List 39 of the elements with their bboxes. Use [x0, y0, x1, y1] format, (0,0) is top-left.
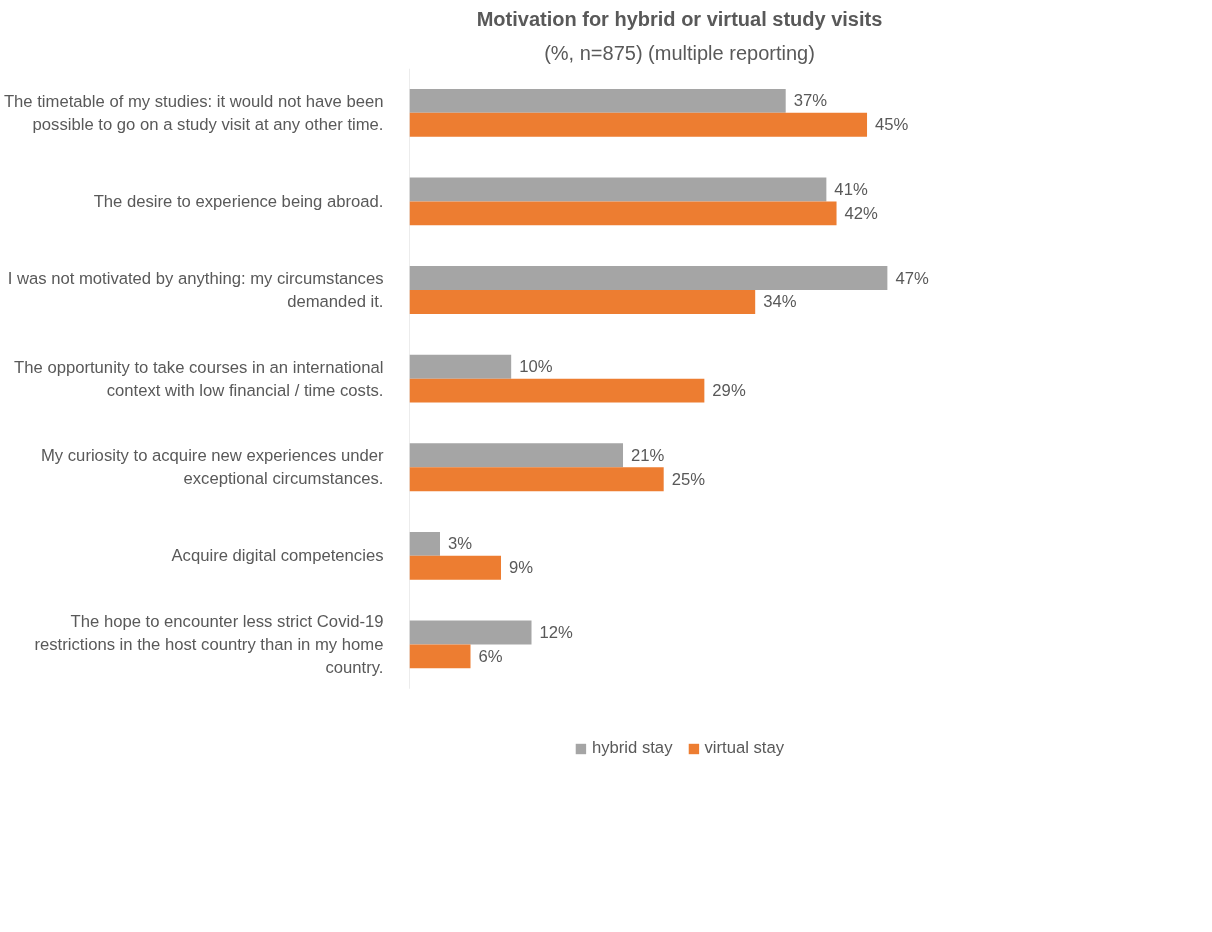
data-label: 29% [712, 381, 746, 401]
data-label: 41% [834, 179, 868, 199]
bar [409, 88, 786, 113]
legend-label: hybrid stay [591, 738, 673, 758]
bar [409, 177, 827, 202]
data-label: 37% [793, 91, 828, 111]
data-label: 9% [509, 558, 534, 578]
data-label: 25% [671, 469, 706, 489]
bar [409, 467, 664, 492]
bar [409, 620, 532, 645]
data-label: 42% [844, 203, 879, 223]
data-label: 21% [631, 445, 665, 465]
y-tick-label: My curiosity to acquire new experiences under exceptional circumstances. [40, 446, 384, 489]
bar [409, 201, 837, 226]
chart-subtitle: (%, n=875) (multiple reporting) [544, 41, 815, 64]
data-label: 47% [895, 268, 929, 288]
bar [409, 443, 624, 468]
data-label: 6% [478, 646, 503, 666]
y-tick-label: The desire to experience being abroad. [93, 191, 384, 211]
bar [409, 266, 888, 291]
data-label: 10% [519, 357, 553, 377]
bar [409, 644, 471, 669]
data-label: 34% [763, 292, 797, 312]
y-tick-label: I was not motivated by anything: my circumstances demanded it. [7, 269, 384, 311]
data-label: 12% [539, 622, 574, 642]
legend-label: virtual stay [704, 738, 785, 758]
y-tick-label: The hope to encounter less strict Covid-19 restrictions in the host country than in my home country. [34, 612, 384, 677]
bar [409, 354, 512, 379]
bar [409, 378, 705, 403]
data-label: 3% [448, 534, 473, 554]
y-tick-label: The opportunity to take courses in an international context with low financial / time costs. [14, 357, 384, 400]
data-label: 45% [875, 115, 909, 135]
y-tick-label: The timetable of my studies: it would not have been possible to go on a study visit at any other time. [3, 91, 384, 134]
chart-title: Motivation for hybrid or virtual study visits [476, 7, 883, 30]
y-tick-label: Acquire digital competencies [171, 546, 384, 566]
bar [409, 290, 756, 314]
bar [409, 112, 868, 137]
bar [409, 531, 440, 556]
bar [409, 555, 502, 580]
